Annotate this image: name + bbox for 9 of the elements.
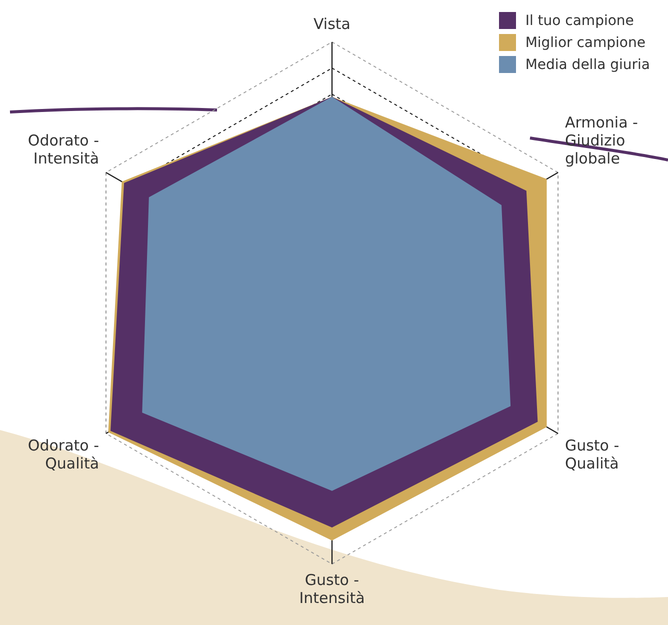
legend-label: Miglior campione — [525, 34, 646, 50]
spoke-label: Odorato - Qualità — [28, 436, 100, 472]
legend-label: Media della giuria — [525, 56, 650, 72]
spoke-label: Gusto - Qualità — [564, 436, 620, 472]
spoke-label: Armonia - Giudizio globale — [564, 113, 638, 168]
spoke-label: Odorato - Intensità — [28, 131, 100, 168]
spoke-label: Vista — [314, 14, 350, 33]
legend-label: Il tuo campione — [525, 12, 634, 28]
spoke-label: Gusto - Intensità — [299, 570, 365, 607]
